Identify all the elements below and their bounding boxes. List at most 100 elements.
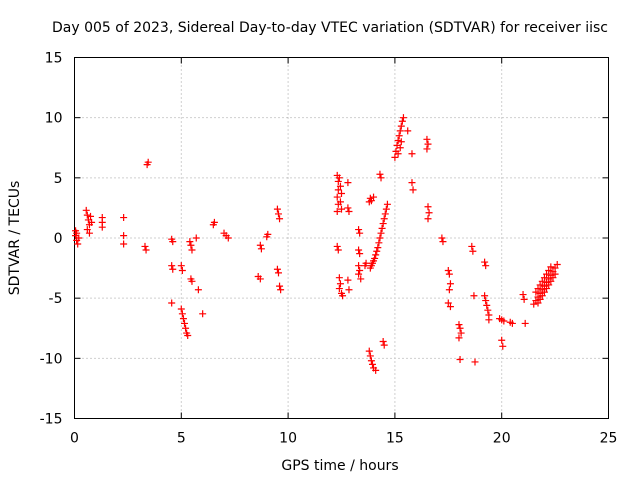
data-point	[367, 357, 375, 365]
data-point	[408, 179, 416, 187]
x-tick-label: 25	[600, 431, 618, 447]
data-point	[534, 285, 542, 293]
data-point	[534, 299, 542, 307]
data-point	[344, 204, 352, 212]
data-point	[356, 250, 364, 258]
data-point	[482, 262, 490, 270]
data-point	[82, 206, 90, 214]
x-tick-label: 15	[386, 431, 404, 447]
data-point	[394, 137, 402, 145]
data-point	[530, 300, 538, 308]
data-point	[391, 153, 399, 161]
data-point	[83, 226, 91, 234]
data-point	[120, 214, 128, 222]
data-point	[482, 297, 490, 305]
data-point	[380, 215, 388, 223]
y-tick-label: -10	[40, 351, 63, 367]
data-point	[199, 310, 207, 318]
data-point	[455, 334, 463, 342]
data-point	[375, 239, 383, 247]
data-point	[519, 291, 527, 299]
y-tick-label: 5	[54, 171, 63, 187]
data-point	[83, 211, 91, 219]
data-point	[256, 275, 264, 283]
data-point	[545, 266, 553, 274]
data-point	[356, 229, 364, 237]
data-point	[75, 234, 83, 242]
data-point	[338, 205, 345, 213]
data-point	[543, 285, 551, 293]
data-point	[379, 337, 387, 345]
data-point	[355, 226, 363, 234]
data-point	[169, 238, 177, 246]
data-point	[376, 234, 384, 242]
data-point	[540, 288, 548, 296]
y-axis-label: SDTVAR / TECUs	[7, 181, 23, 296]
data-point	[374, 244, 382, 252]
data-point	[333, 242, 341, 250]
data-point	[536, 295, 544, 303]
data-point	[532, 288, 540, 296]
data-point	[120, 240, 128, 248]
data-point	[381, 210, 389, 218]
data-point	[456, 324, 464, 332]
data-point	[380, 341, 388, 349]
data-point	[366, 352, 374, 360]
data-point	[396, 144, 404, 152]
data-point	[256, 241, 264, 249]
data-point	[408, 150, 416, 158]
data-point	[345, 208, 353, 216]
data-point	[168, 262, 176, 270]
x-axis-label: GPS time / hours	[281, 458, 398, 474]
data-point	[551, 270, 559, 278]
y-tick-label: 10	[45, 111, 63, 127]
axis-ticks: 0 5 10 15 20 25 -15 -10 -5 0 5 10 15	[40, 51, 618, 447]
data-point	[345, 286, 353, 294]
data-point	[334, 177, 342, 185]
data-point	[521, 319, 529, 327]
data-point	[334, 186, 342, 194]
data-point	[339, 292, 347, 300]
data-point	[423, 145, 431, 153]
data-point	[378, 224, 386, 232]
data-point	[446, 280, 454, 288]
data-point	[483, 301, 491, 309]
data-point	[538, 277, 546, 285]
data-point	[481, 258, 489, 266]
data-point	[367, 197, 375, 205]
data-point	[377, 229, 385, 237]
data-point	[85, 229, 93, 237]
data-point	[545, 281, 553, 289]
data-point	[424, 203, 432, 211]
data-point	[120, 232, 128, 240]
data-point	[547, 263, 555, 271]
data-point	[397, 122, 405, 130]
data-point	[178, 266, 186, 274]
data-point	[336, 280, 344, 288]
data-point	[141, 242, 149, 250]
data-point	[409, 186, 417, 194]
data-point	[355, 270, 363, 278]
data-point	[457, 329, 465, 337]
data-point	[355, 246, 363, 254]
data-point	[404, 127, 412, 135]
data-point	[356, 266, 364, 274]
data-point	[536, 281, 544, 289]
data-point	[468, 242, 476, 250]
grid-lines	[74, 57, 609, 419]
data-point	[277, 286, 285, 294]
data-point	[169, 265, 177, 273]
data-point	[365, 347, 373, 355]
data-point	[471, 358, 479, 366]
data-point	[500, 317, 508, 325]
series-sdtvar	[72, 114, 561, 374]
data-point	[372, 251, 380, 259]
data-point	[188, 246, 196, 254]
data-point	[508, 319, 516, 327]
data-point	[335, 274, 343, 282]
data-point	[470, 292, 478, 300]
data-point	[438, 234, 446, 242]
data-point	[264, 230, 272, 238]
data-point	[357, 275, 365, 283]
